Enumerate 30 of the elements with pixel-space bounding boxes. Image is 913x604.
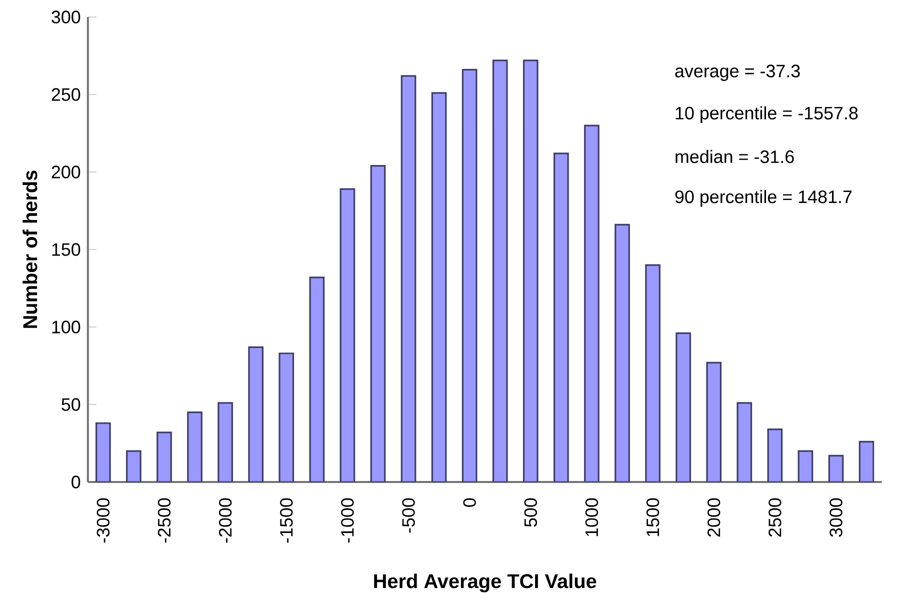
y-tick-label: 150	[52, 243, 80, 256]
x-tick-label: -1500	[280, 498, 293, 543]
y-tick-label: 300	[52, 10, 80, 24]
x-tick-label: -2500	[158, 498, 171, 543]
annotation: 10 percentile = -1557.8	[676, 106, 858, 124]
y-tick-label: 50	[62, 398, 80, 411]
x-tick-label: 1000	[585, 498, 598, 536]
annotation: median = -31.6	[676, 150, 794, 164]
x-tick-label: 1500	[646, 498, 660, 536]
bar	[584, 124, 600, 482]
bar	[614, 224, 630, 482]
x-tick-label: 2000	[708, 498, 720, 537]
x-axis-title: Herd Average TCI Value	[374, 574, 596, 592]
x-tick-label: -500	[402, 498, 415, 533]
bar	[554, 152, 569, 482]
annotation: average = -37.3	[675, 64, 800, 81]
x-tick-label: -1000	[341, 498, 354, 543]
y-tick-label: 200	[52, 166, 80, 178]
annotation: 90 percentile = 1481.7	[675, 190, 852, 207]
y-tick-label: 250	[52, 88, 80, 101]
x-tick-label: 0	[463, 498, 476, 507]
y-tick-label: 100	[52, 320, 80, 334]
y-axis-title: Number of herds	[22, 170, 38, 328]
x-tick-label: -2000	[218, 498, 232, 543]
bar	[645, 264, 660, 482]
x-tick-label: 500	[524, 498, 538, 527]
x-tick-label: 2500	[768, 498, 782, 537]
x-tick-label: -3000	[96, 498, 110, 543]
y-tick-label: 0	[72, 476, 80, 488]
x-tick-label: 3000	[830, 498, 842, 537]
